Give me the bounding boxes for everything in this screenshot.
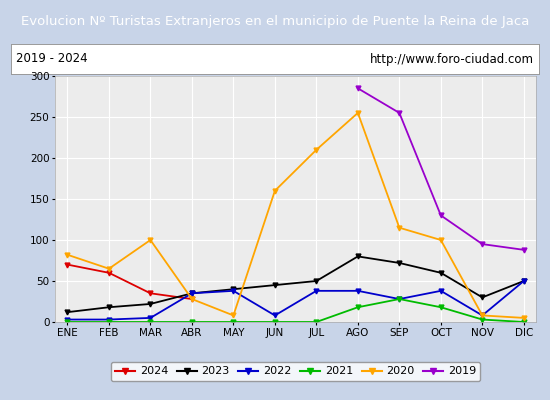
Legend: 2024, 2023, 2022, 2021, 2020, 2019: 2024, 2023, 2022, 2021, 2020, 2019 — [111, 362, 481, 381]
Text: Evolucion Nº Turistas Extranjeros en el municipio de Puente la Reina de Jaca: Evolucion Nº Turistas Extranjeros en el … — [21, 14, 529, 28]
Text: http://www.foro-ciudad.com: http://www.foro-ciudad.com — [370, 52, 534, 66]
Text: 2019 - 2024: 2019 - 2024 — [16, 52, 88, 66]
